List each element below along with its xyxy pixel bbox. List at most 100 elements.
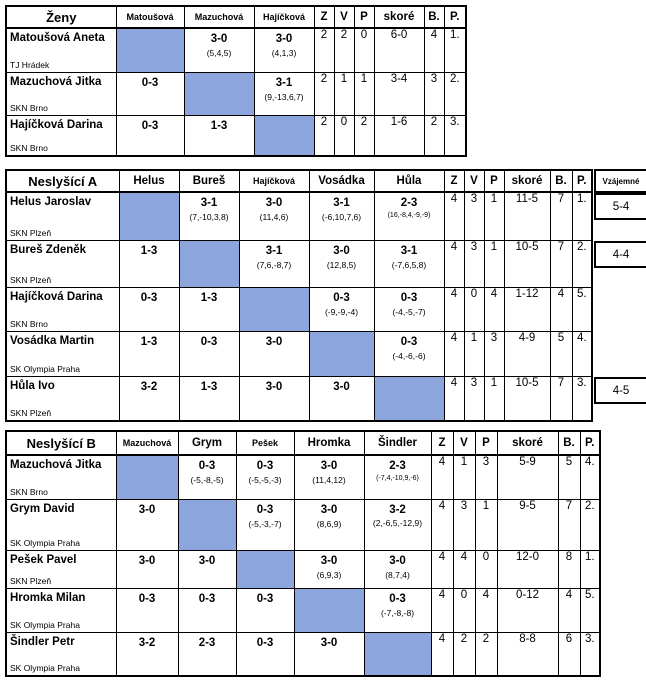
stat-value: 3 xyxy=(452,498,476,551)
column-header-opponent: Matoušová xyxy=(115,5,185,29)
stat-value: 0 xyxy=(452,587,476,633)
header-row: Neslyšící A Helus Bureš Hajíčková Vosádka Hůl… xyxy=(5,169,593,193)
match-result-cell: 1-3 xyxy=(118,239,180,288)
player-name: Mazuchová Jitka xyxy=(10,459,102,471)
set-details: (9,-13,6,7) xyxy=(264,91,304,102)
match-result-cell: 2-3 xyxy=(177,631,237,677)
stat-value: 1. xyxy=(443,27,467,73)
player-row: Pešek Pavel SKN Plzeň 3-0 3-0 3-0 (6,9,3) 3-0 (… xyxy=(5,549,601,589)
diagonal-cell xyxy=(363,631,432,677)
player-cell: Matoušová Aneta TJ Hrádek xyxy=(5,27,117,73)
match-result-cell: 3-2 xyxy=(118,375,180,422)
stat-value: 4 xyxy=(483,286,505,332)
stat-value: 2 xyxy=(313,71,335,116)
column-header-opponent: Pešek xyxy=(235,430,295,456)
match-result-cell: 0-3 xyxy=(178,330,240,377)
set-details: (12,8,5) xyxy=(326,259,357,270)
stat-value: 2 xyxy=(333,27,355,73)
stat-value: 4 xyxy=(474,587,498,633)
match-result-cell: 0-3 (-4,-5,-7) xyxy=(373,286,445,332)
match-score: 0-3 xyxy=(256,592,274,605)
set-details: (7,-10,3,8) xyxy=(189,212,229,222)
set-details: (-4,-6,-6) xyxy=(392,350,426,361)
match-score: 0-3 xyxy=(400,291,418,304)
player-club: SKN Plzeň xyxy=(10,274,52,285)
player-club: SK Olympia Praha xyxy=(10,363,80,374)
match-score: 0-3 xyxy=(256,636,274,649)
set-details: (8,7,4) xyxy=(385,569,410,580)
stat-value: 3 xyxy=(463,191,485,241)
match-score: 2-3 xyxy=(198,636,216,649)
match-result-cell: 0-3 xyxy=(235,631,295,677)
stat-value: 4 xyxy=(430,454,454,500)
player-club: SKN Plzeň xyxy=(10,227,52,238)
match-score: 3-0 xyxy=(320,503,338,516)
player-row: Helus Jaroslav SKN Plzeň 3-1 (7,-10,3,8) 3-0… xyxy=(5,191,593,241)
match-result-cell: 1-3 xyxy=(178,286,240,332)
stat-value: 7 xyxy=(549,191,573,241)
match-score: 0-3 xyxy=(256,460,274,472)
match-result-cell: 3-0 xyxy=(308,375,375,422)
stat-value: 1 xyxy=(353,71,375,116)
match-score: 3-0 xyxy=(320,636,338,649)
match-score: 3-2 xyxy=(138,636,156,649)
match-score: 2-3 xyxy=(389,460,406,472)
player-row: Hůla Ivo SKN Plzeň 3-2 1-3 3-0 3-0 4 3 1 10-5 7 3. xyxy=(5,375,593,422)
stat-value: 1 xyxy=(333,71,355,116)
match-score: 3-0 xyxy=(265,335,283,348)
column-header-stat: P xyxy=(474,430,498,456)
column-header-stat: V xyxy=(452,430,476,456)
stat-value: 2 xyxy=(313,114,335,157)
column-header-opponent: Bureš xyxy=(178,169,240,193)
stat-value: 4. xyxy=(571,330,593,377)
match-result-cell: 3-2 (2,-6,5,-12,9) xyxy=(363,498,432,551)
set-details: (16,-8,4,-9,-9) xyxy=(387,212,431,219)
player-name: Helus Jaroslav xyxy=(10,196,92,208)
match-result-cell: 3-1 (-7,6,5,8) xyxy=(373,239,445,288)
set-details: (6,9,3) xyxy=(316,569,342,580)
column-header-stat: B. xyxy=(549,169,573,193)
diagonal-cell xyxy=(235,549,295,589)
match-score: 0-3 xyxy=(198,592,216,605)
match-result-cell: 0-3 (-7,-8,-8) xyxy=(363,587,432,633)
stat-value: 4 xyxy=(430,498,454,551)
match-result-cell: 3-0 xyxy=(238,330,310,377)
player-name: Hajíčková Darina xyxy=(10,290,103,303)
stat-value: 12-0 xyxy=(496,549,559,589)
match-result-cell: 3-1 (-6,10,7,6) xyxy=(308,191,375,241)
set-details: (8,6,9) xyxy=(316,518,342,529)
column-header-opponent: Mazuchová xyxy=(183,5,255,29)
match-score: 3-0 xyxy=(320,460,338,472)
stat-value: 4-9 xyxy=(503,330,551,377)
match-score: 3-0 xyxy=(138,503,156,516)
match-score: 0-3 xyxy=(198,460,216,472)
stat-value: 0 xyxy=(353,27,375,73)
match-result-cell: 0-3 (-5,-3,-7) xyxy=(235,498,295,551)
column-header-opponent: Mazuchová xyxy=(115,430,179,456)
player-name: Bureš Zdeněk xyxy=(10,243,87,256)
stat-value: 0 xyxy=(463,286,485,332)
stat-value: 5. xyxy=(579,587,601,633)
group-table-neslysici-b: Neslyšící B Mazuchová Grym Pešek Hromka Šindl… xyxy=(5,430,646,677)
player-name: Vosádka Martin xyxy=(10,334,95,347)
diagonal-cell xyxy=(178,239,240,288)
player-cell: Mazuchová Jitka SKN Brno xyxy=(5,454,117,500)
stat-value: 1 xyxy=(483,375,505,422)
match-score: 3-0 xyxy=(210,33,228,45)
stat-value: 1 xyxy=(463,330,485,377)
match-result-cell: 3-0 (11,4,6) xyxy=(238,191,310,241)
column-header-stat: P. xyxy=(571,169,593,193)
set-details: (-5,-8,-5) xyxy=(190,475,224,485)
set-details: (11,4,6) xyxy=(259,212,289,222)
stat-value: 10-5 xyxy=(503,375,551,422)
diagonal-cell xyxy=(308,330,375,377)
diagonal-cell xyxy=(177,498,237,551)
stat-value: 2. xyxy=(571,239,593,288)
player-cell: Vosádka Martin SK Olympia Praha xyxy=(5,330,120,377)
stat-value: 4 xyxy=(423,27,445,73)
stat-value: 9-5 xyxy=(496,498,559,551)
stat-value: 1 xyxy=(452,454,476,500)
stat-value: 7 xyxy=(549,375,573,422)
stat-value: 3 xyxy=(474,454,498,500)
